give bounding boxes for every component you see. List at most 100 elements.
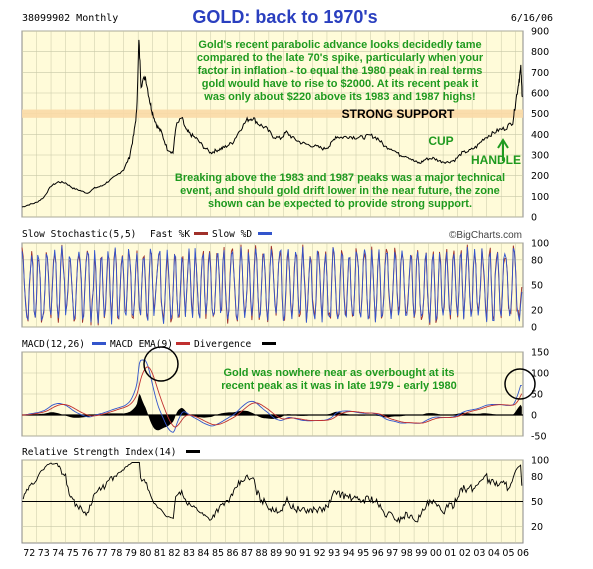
- x-tick-label: 75: [67, 548, 79, 559]
- x-tick-label: 85: [212, 548, 224, 559]
- price-line: [21, 39, 523, 208]
- stoch-tick-label: 80: [531, 255, 543, 266]
- macd-legend-macd-swatch: [92, 342, 106, 345]
- x-tick-label: 92: [314, 548, 326, 559]
- price-tick-label: 900: [531, 27, 549, 38]
- stoch-legend-fast: Fast %K: [150, 229, 190, 240]
- macd-legend-ema: MACD EMA(9): [110, 339, 173, 350]
- macd-peak-2006-circle: [504, 368, 536, 400]
- stoch-tick-label: 0: [531, 323, 537, 334]
- macd-title: MACD(12,26): [22, 339, 85, 350]
- support-label: STRONG SUPPORT: [342, 107, 455, 121]
- rsi-tick-label: 100: [531, 456, 549, 467]
- macd-line: [21, 359, 522, 433]
- stoch-header: Slow Stochastic(5,5) Fast %K Slow %D ©Bi…: [22, 229, 522, 241]
- price-panel: 0 100 200 300 400 500 600 700 800 900 Gold's rece…: [21, 27, 549, 224]
- stoch-title: Slow Stochastic(5,5): [22, 229, 136, 240]
- rsi-title: Relative Strength Index(14): [22, 447, 176, 458]
- price-y-axis: 0 100 200 300 400 500 600 700 800 900: [531, 27, 549, 224]
- stoch-tick-label: 100: [531, 239, 549, 250]
- x-tick-label: 01: [444, 548, 456, 559]
- x-tick-label: 90: [285, 548, 297, 559]
- rsi-header: Relative Strength Index(14): [22, 447, 200, 458]
- x-tick-label: 78: [110, 548, 122, 559]
- annotation-line-4: gold would have to rise to $2000. At its…: [202, 78, 479, 90]
- rsi-tick-label: 50: [531, 497, 543, 508]
- x-tick-label: 74: [52, 548, 64, 559]
- x-tick-label: 05: [502, 548, 514, 559]
- rsi-panel: 20 50 80 100: [21, 456, 549, 544]
- handle-arrow-icon: [497, 138, 509, 161]
- macd-peak-1980-circle: [143, 346, 179, 382]
- annotation-line-2: compared to the late 70's spike, particu…: [197, 52, 484, 64]
- macd-legend-ema-swatch: [176, 342, 190, 345]
- stoch-legend-slow-swatch: [258, 232, 272, 235]
- x-tick-label: 95: [357, 548, 369, 559]
- cup-label: CUP: [428, 134, 453, 148]
- macd-note: Gold was nowhere near as overbought at i…: [221, 367, 456, 392]
- price-note: Breaking above the 1983 and 1987 peaks w…: [175, 172, 505, 210]
- x-tick-label: 02: [459, 548, 471, 559]
- macd-legend-divergence: Divergence: [194, 339, 251, 350]
- annotation-line-3: factor in inflation - to equal the 1980 …: [198, 65, 483, 77]
- macd-y-axis: -50 0 50 100 150: [531, 348, 549, 443]
- macd-note-line-2: recent peak as it was in late 1979 - ear…: [221, 380, 456, 392]
- x-tick-label: 77: [96, 548, 108, 559]
- x-tick-label: 03: [473, 548, 485, 559]
- rsi-line: [22, 462, 523, 524]
- price-tick-label: 500: [531, 109, 549, 120]
- support-band: [22, 109, 523, 118]
- annotation-line-5: was only about $220 above its 1983 and 1…: [203, 91, 475, 103]
- x-tick-label: 04: [488, 548, 500, 559]
- annotation-line-1: Gold's recent parabolic advance looks de…: [198, 39, 481, 51]
- x-tick-label: 80: [139, 548, 151, 559]
- macd-tick-label: -50: [531, 432, 547, 443]
- x-tick-label: 00: [430, 548, 442, 559]
- x-tick-label: 82: [168, 548, 180, 559]
- macd-note-line-1: Gold was nowhere near as overbought at i…: [223, 367, 454, 379]
- watermark: ©BigCharts.com: [449, 230, 522, 241]
- macd-tick-label: 50: [531, 390, 543, 401]
- x-tick-label: 98: [401, 548, 413, 559]
- macd-tick-label: 0: [531, 411, 537, 422]
- price-tick-label: 600: [531, 89, 549, 100]
- x-tick-label: 96: [372, 548, 384, 559]
- x-axis: 72 73 74 75 76 77 78 79 80 81 82 83 84 85 86 87 88 89 90 91…: [23, 548, 529, 559]
- x-tick-label: 81: [154, 548, 166, 559]
- symbol-label: 38099902 Monthly: [22, 13, 118, 24]
- rsi-tick-label: 80: [531, 472, 543, 483]
- x-tick-label: 06: [517, 548, 529, 559]
- stoch-slow-line: [21, 245, 523, 325]
- rsi-grid: [22, 459, 523, 543]
- price-tick-label: 700: [531, 68, 549, 79]
- chart-title: GOLD: back to 1970's: [192, 7, 377, 27]
- stoch-tick-label: 50: [531, 281, 543, 292]
- price-tick-label: 800: [531, 47, 549, 58]
- macd-tick-label: 100: [531, 369, 549, 380]
- x-tick-label: 83: [183, 548, 195, 559]
- price-panel-bg: [21, 30, 524, 218]
- price-tick-label: 0: [531, 213, 537, 224]
- stoch-y-axis: 0 20 50 80 100: [531, 239, 549, 334]
- rsi-y-axis: 20 50 80 100: [531, 456, 549, 533]
- price-tick-label: 100: [531, 192, 549, 203]
- rsi-tick-label: 20: [531, 522, 543, 533]
- x-tick-label: 93: [328, 548, 340, 559]
- x-tick-label: 99: [415, 548, 427, 559]
- x-tick-label: 91: [299, 548, 311, 559]
- macd-ema-line: [22, 366, 523, 428]
- x-tick-label: 97: [386, 548, 398, 559]
- macd-legend-divergence-swatch: [262, 342, 276, 345]
- stoch-panel: 0 20 50 80 100: [21, 239, 549, 334]
- note-line-2: event, and should gold drift lower in th…: [180, 185, 500, 197]
- x-tick-label: 88: [256, 548, 268, 559]
- macd-tick-label: 150: [531, 348, 549, 359]
- price-tick-label: 300: [531, 151, 549, 162]
- handle-label: HANDLE: [471, 153, 521, 167]
- note-line-3: shown can be expected to provide strong …: [208, 198, 472, 210]
- x-tick-label: 84: [197, 548, 209, 559]
- x-tick-label: 89: [270, 548, 282, 559]
- rsi-legend-swatch: [186, 450, 200, 453]
